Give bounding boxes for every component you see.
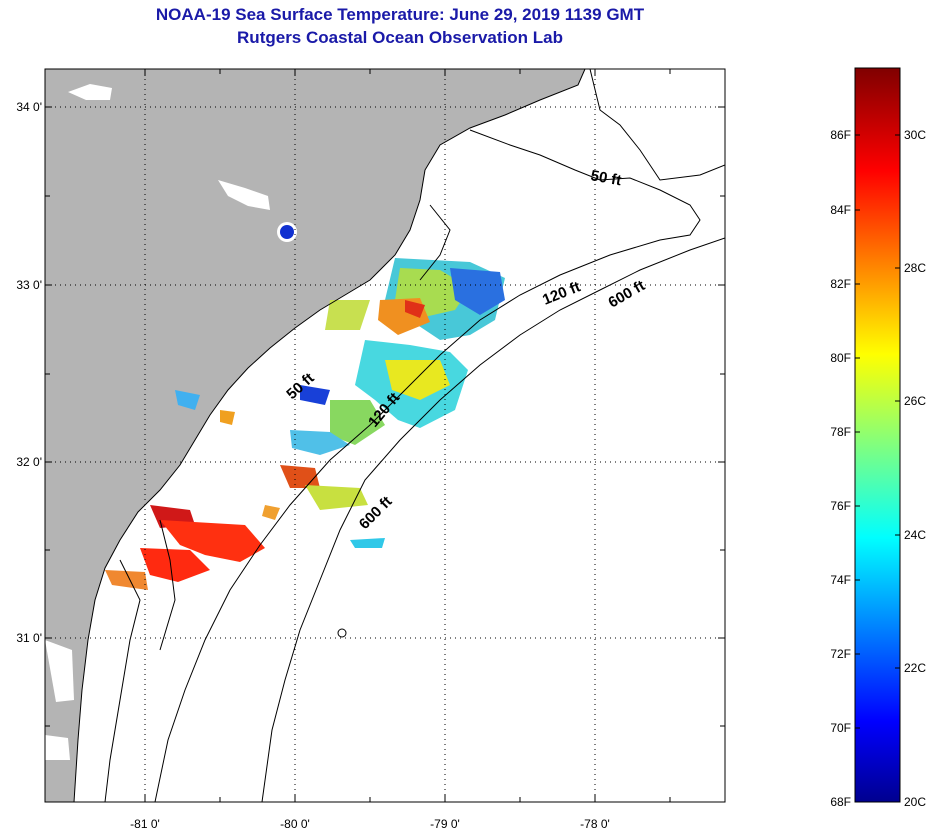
colorbar-label-76F: 76F	[830, 499, 851, 513]
colorbar-label-68F: 68F	[830, 795, 851, 809]
colorbar-label-78F: 78F	[830, 425, 851, 439]
colorbar-label-72F: 72F	[830, 647, 851, 661]
lat-label-31: 31 0'	[16, 631, 42, 645]
contour-label-50ft-north: 50 ft	[589, 167, 622, 189]
graticule	[45, 69, 725, 802]
colorbar	[854, 67, 901, 803]
lon-label-80: -80 0'	[280, 817, 310, 831]
sst-data	[105, 258, 505, 590]
colorbar-label-20C: 20C	[904, 795, 926, 809]
lat-label-33: 33 0'	[16, 278, 42, 292]
colorbar-label-24C: 24C	[904, 528, 926, 542]
colorbar-label-28C: 28C	[904, 261, 926, 275]
map-subtitle: Rutgers Coastal Ocean Observation Lab	[237, 28, 563, 47]
colorbar-label-74F: 74F	[830, 573, 851, 587]
colorbar-label-86F: 86F	[830, 128, 851, 142]
map-title: NOAA-19 Sea Surface Temperature: June 29…	[155, 5, 645, 24]
colorbar-label-80F: 80F	[830, 351, 851, 365]
colorbar-label-30C: 30C	[904, 128, 926, 142]
map-frame	[44, 68, 726, 803]
lat-label-34: 34 0'	[16, 100, 42, 114]
coastline	[73, 69, 586, 802]
colorbar-label-82F: 82F	[830, 277, 851, 291]
lon-label-81: -81 0'	[130, 817, 160, 831]
lat-label-32: 32 0'	[16, 455, 42, 469]
colorbar-label-70F: 70F	[830, 721, 851, 735]
colorbar-label-84F: 84F	[830, 203, 851, 217]
colorbar-label-26C: 26C	[904, 394, 926, 408]
lon-label-78: -78 0'	[580, 817, 610, 831]
land-mass	[45, 69, 585, 802]
colorbar-ticks	[855, 134, 900, 729]
lon-label-79: -79 0'	[430, 817, 460, 831]
map-ticks	[45, 69, 725, 802]
colorbar-label-22C: 22C	[904, 661, 926, 675]
